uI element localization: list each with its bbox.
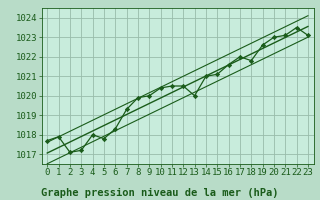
Text: Graphe pression niveau de la mer (hPa): Graphe pression niveau de la mer (hPa) — [41, 188, 279, 198]
